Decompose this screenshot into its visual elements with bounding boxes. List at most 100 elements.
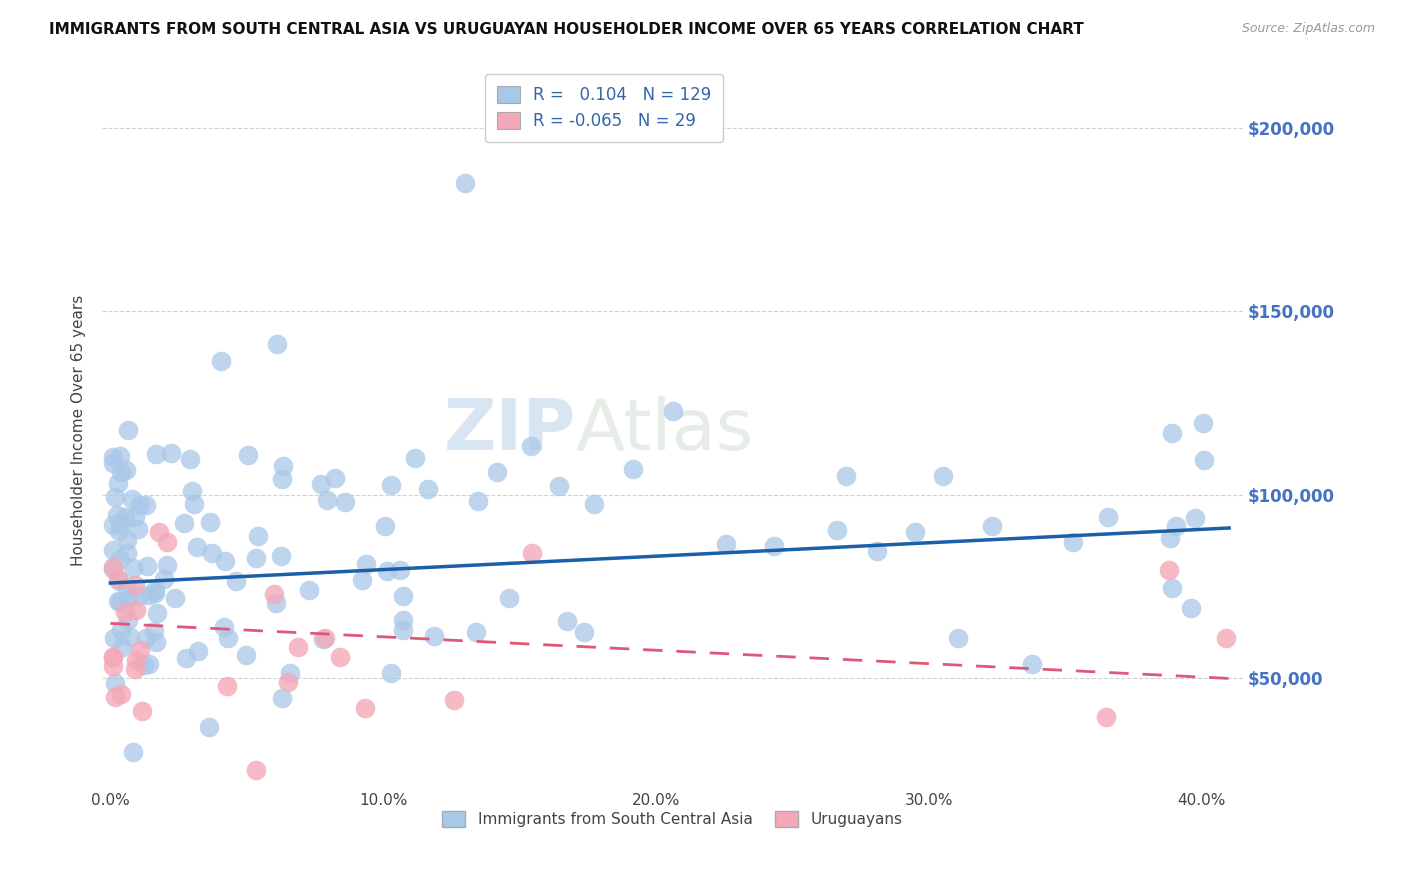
Point [107,476,129,491]
Point [115,546,138,560]
Point [129,498,152,512]
Point [443,693,465,707]
Point [763,539,786,553]
Point [235,648,257,662]
Point [110,595,132,609]
Point [201,546,224,560]
Point [217,631,239,645]
Point [555,614,578,628]
Point [124,578,146,592]
Point [354,557,377,571]
Point [198,515,221,529]
Point [145,447,167,461]
Point [101,649,124,664]
Point [114,605,136,619]
Point [136,559,159,574]
Point [165,591,187,605]
Point [316,492,339,507]
Point [117,581,139,595]
Point [146,606,169,620]
Point [143,582,166,597]
Point [264,596,287,610]
Point [266,336,288,351]
Point [148,524,170,539]
Point [118,591,141,606]
Point [107,524,129,538]
Text: IMMIGRANTS FROM SOUTH CENTRAL ASIA VS URUGUAYAN HOUSEHOLDER INCOME OVER 65 YEARS: IMMIGRANTS FROM SOUTH CENTRAL ASIA VS UR… [49,22,1084,37]
Point [662,404,685,418]
Point [198,721,221,735]
Point [174,651,197,665]
Point [128,642,150,657]
Point [834,468,856,483]
Point [621,462,644,476]
Point [101,456,124,470]
Point [110,687,132,701]
Point [263,587,285,601]
Point [160,446,183,460]
Point [1161,581,1184,595]
Point [948,631,970,645]
Point [1180,601,1202,615]
Point [572,625,595,640]
Point [1192,417,1215,431]
Point [278,665,301,680]
Point [932,468,955,483]
Point [104,491,127,505]
Point [380,666,402,681]
Point [101,562,124,576]
Point [143,624,166,638]
Point [1157,563,1180,577]
Point [108,449,131,463]
Point [125,653,148,667]
Point [145,635,167,649]
Point [101,517,124,532]
Point [107,573,129,587]
Point [135,498,157,512]
Point [225,574,247,588]
Text: Source: ZipAtlas.com: Source: ZipAtlas.com [1241,22,1375,36]
Point [212,620,235,634]
Point [209,354,232,368]
Point [454,176,477,190]
Point [464,625,486,640]
Point [180,484,202,499]
Point [335,495,357,509]
Point [392,613,415,627]
Text: ZIP: ZIP [443,396,575,466]
Point [156,535,179,549]
Point [122,745,145,759]
Point [271,690,294,705]
Point [245,763,267,777]
Point [117,613,139,627]
Point [124,662,146,676]
Point [391,623,413,637]
Point [115,462,138,476]
Legend: Immigrants from South Central Asia, Uruguayans: Immigrants from South Central Asia, Urug… [434,804,910,835]
Point [110,465,132,479]
Point [125,603,148,617]
Point [277,674,299,689]
Point [247,529,270,543]
Point [1215,631,1237,645]
Point [214,554,236,568]
Y-axis label: Householder Income Over 65 years: Householder Income Over 65 years [72,295,86,566]
Point [103,632,125,646]
Point [143,585,166,599]
Point [380,477,402,491]
Point [179,452,201,467]
Point [1159,531,1181,545]
Point [114,510,136,524]
Point [314,631,336,645]
Point [186,541,208,555]
Point [309,476,332,491]
Point [1164,519,1187,533]
Point [714,537,737,551]
Point [121,492,143,507]
Point [217,679,239,693]
Point [1160,425,1182,440]
Point [825,523,848,537]
Point [117,533,139,547]
Point [404,450,426,465]
Point [547,479,569,493]
